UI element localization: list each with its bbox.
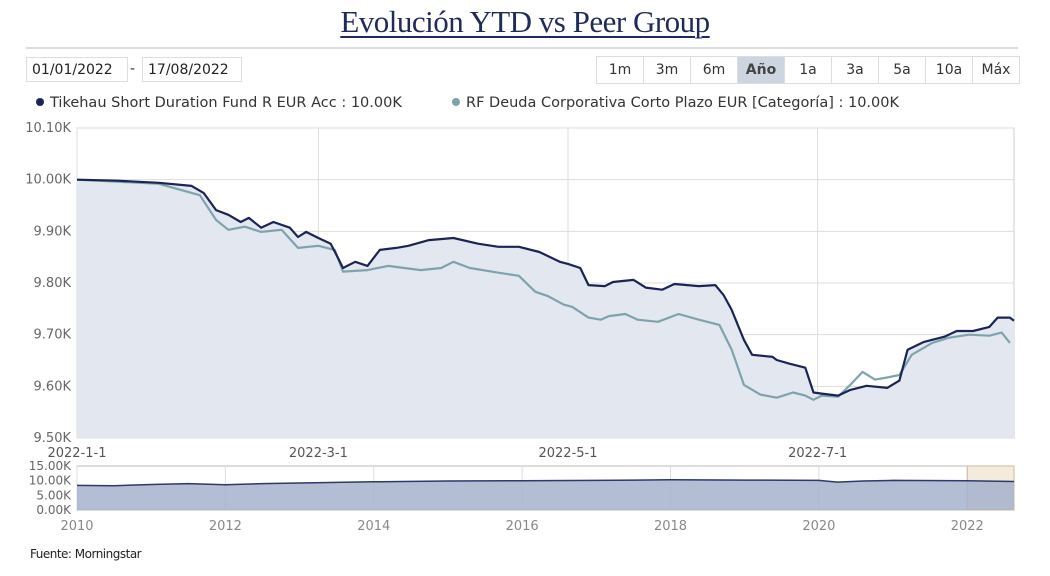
y-tick-label: 10.00K [29,474,72,488]
legend-item-fund[interactable]: Tikehau Short Duration Fund R EUR Acc : … [36,95,402,111]
range-button-0[interactable]: 1m [608,62,632,78]
fund-dot-icon [36,98,44,106]
x-tick-label: 2022-1-1 [47,446,106,461]
range-button-2[interactable]: 6m [690,57,737,83]
date-from-input[interactable]: 01/01/2022 [26,57,128,82]
divider [26,47,1018,49]
x-tick-label: 2018 [654,519,687,534]
x-tick-label: 2014 [357,519,390,534]
y-tick-label: 9.80K [34,276,72,291]
range-button-6[interactable]: 5a [878,57,925,83]
range-selector: 1m 3m 6m Año 1a 3a 5a 10a Máx [596,56,1020,84]
series-line-fund [76,178,1015,397]
x-tick-label: 2020 [802,519,835,534]
date-separator: - [130,61,136,77]
x-tick-label: 2022-7-1 [788,446,847,461]
y-tick-label: 9.70K [34,328,72,343]
y-tick-label: 5.00K [36,488,72,502]
source-note: Fuente: Morningstar [30,547,142,561]
series-area-0 [77,179,1014,438]
date-to-input[interactable]: 17/08/2022 [142,57,242,82]
series-area-0 [77,479,1014,510]
y-tick-label: 10.10K [25,121,71,136]
y-tick-label: 0.00K [36,503,72,517]
x-tick-label: 2010 [60,519,93,534]
range-button-5[interactable]: 3a [831,57,878,83]
y-tick-label: 9.90K [34,224,72,239]
y-tick-label: 9.50K [34,431,72,446]
x-tick-label: 2022 [951,519,984,534]
x-tick-label: 2022-5-1 [538,446,597,461]
y-tick-label: 10.00K [25,173,71,188]
legend-item-peer[interactable]: RF Deuda Corporativa Corto Plazo EUR [Ca… [452,95,899,111]
y-tick-label: 9.60K [34,379,72,394]
x-tick-label: 2012 [209,519,242,534]
y-tick-label: 15.00K [29,459,72,473]
x-tick-label: 2022-3-1 [289,446,348,461]
range-button-7[interactable]: 10a [925,57,972,83]
series-line-peer [76,178,1011,401]
range-button-4[interactable]: 1a [784,57,831,83]
peer-dot-icon [452,98,460,106]
series-line-nav [76,479,1015,487]
x-tick-label: 2016 [506,519,539,534]
range-button-3[interactable]: Año [737,57,784,83]
chart-title: Evolución YTD vs Peer Group [340,4,710,39]
range-button-1[interactable]: 3m [643,57,690,83]
range-button-8[interactable]: Máx [972,57,1019,83]
